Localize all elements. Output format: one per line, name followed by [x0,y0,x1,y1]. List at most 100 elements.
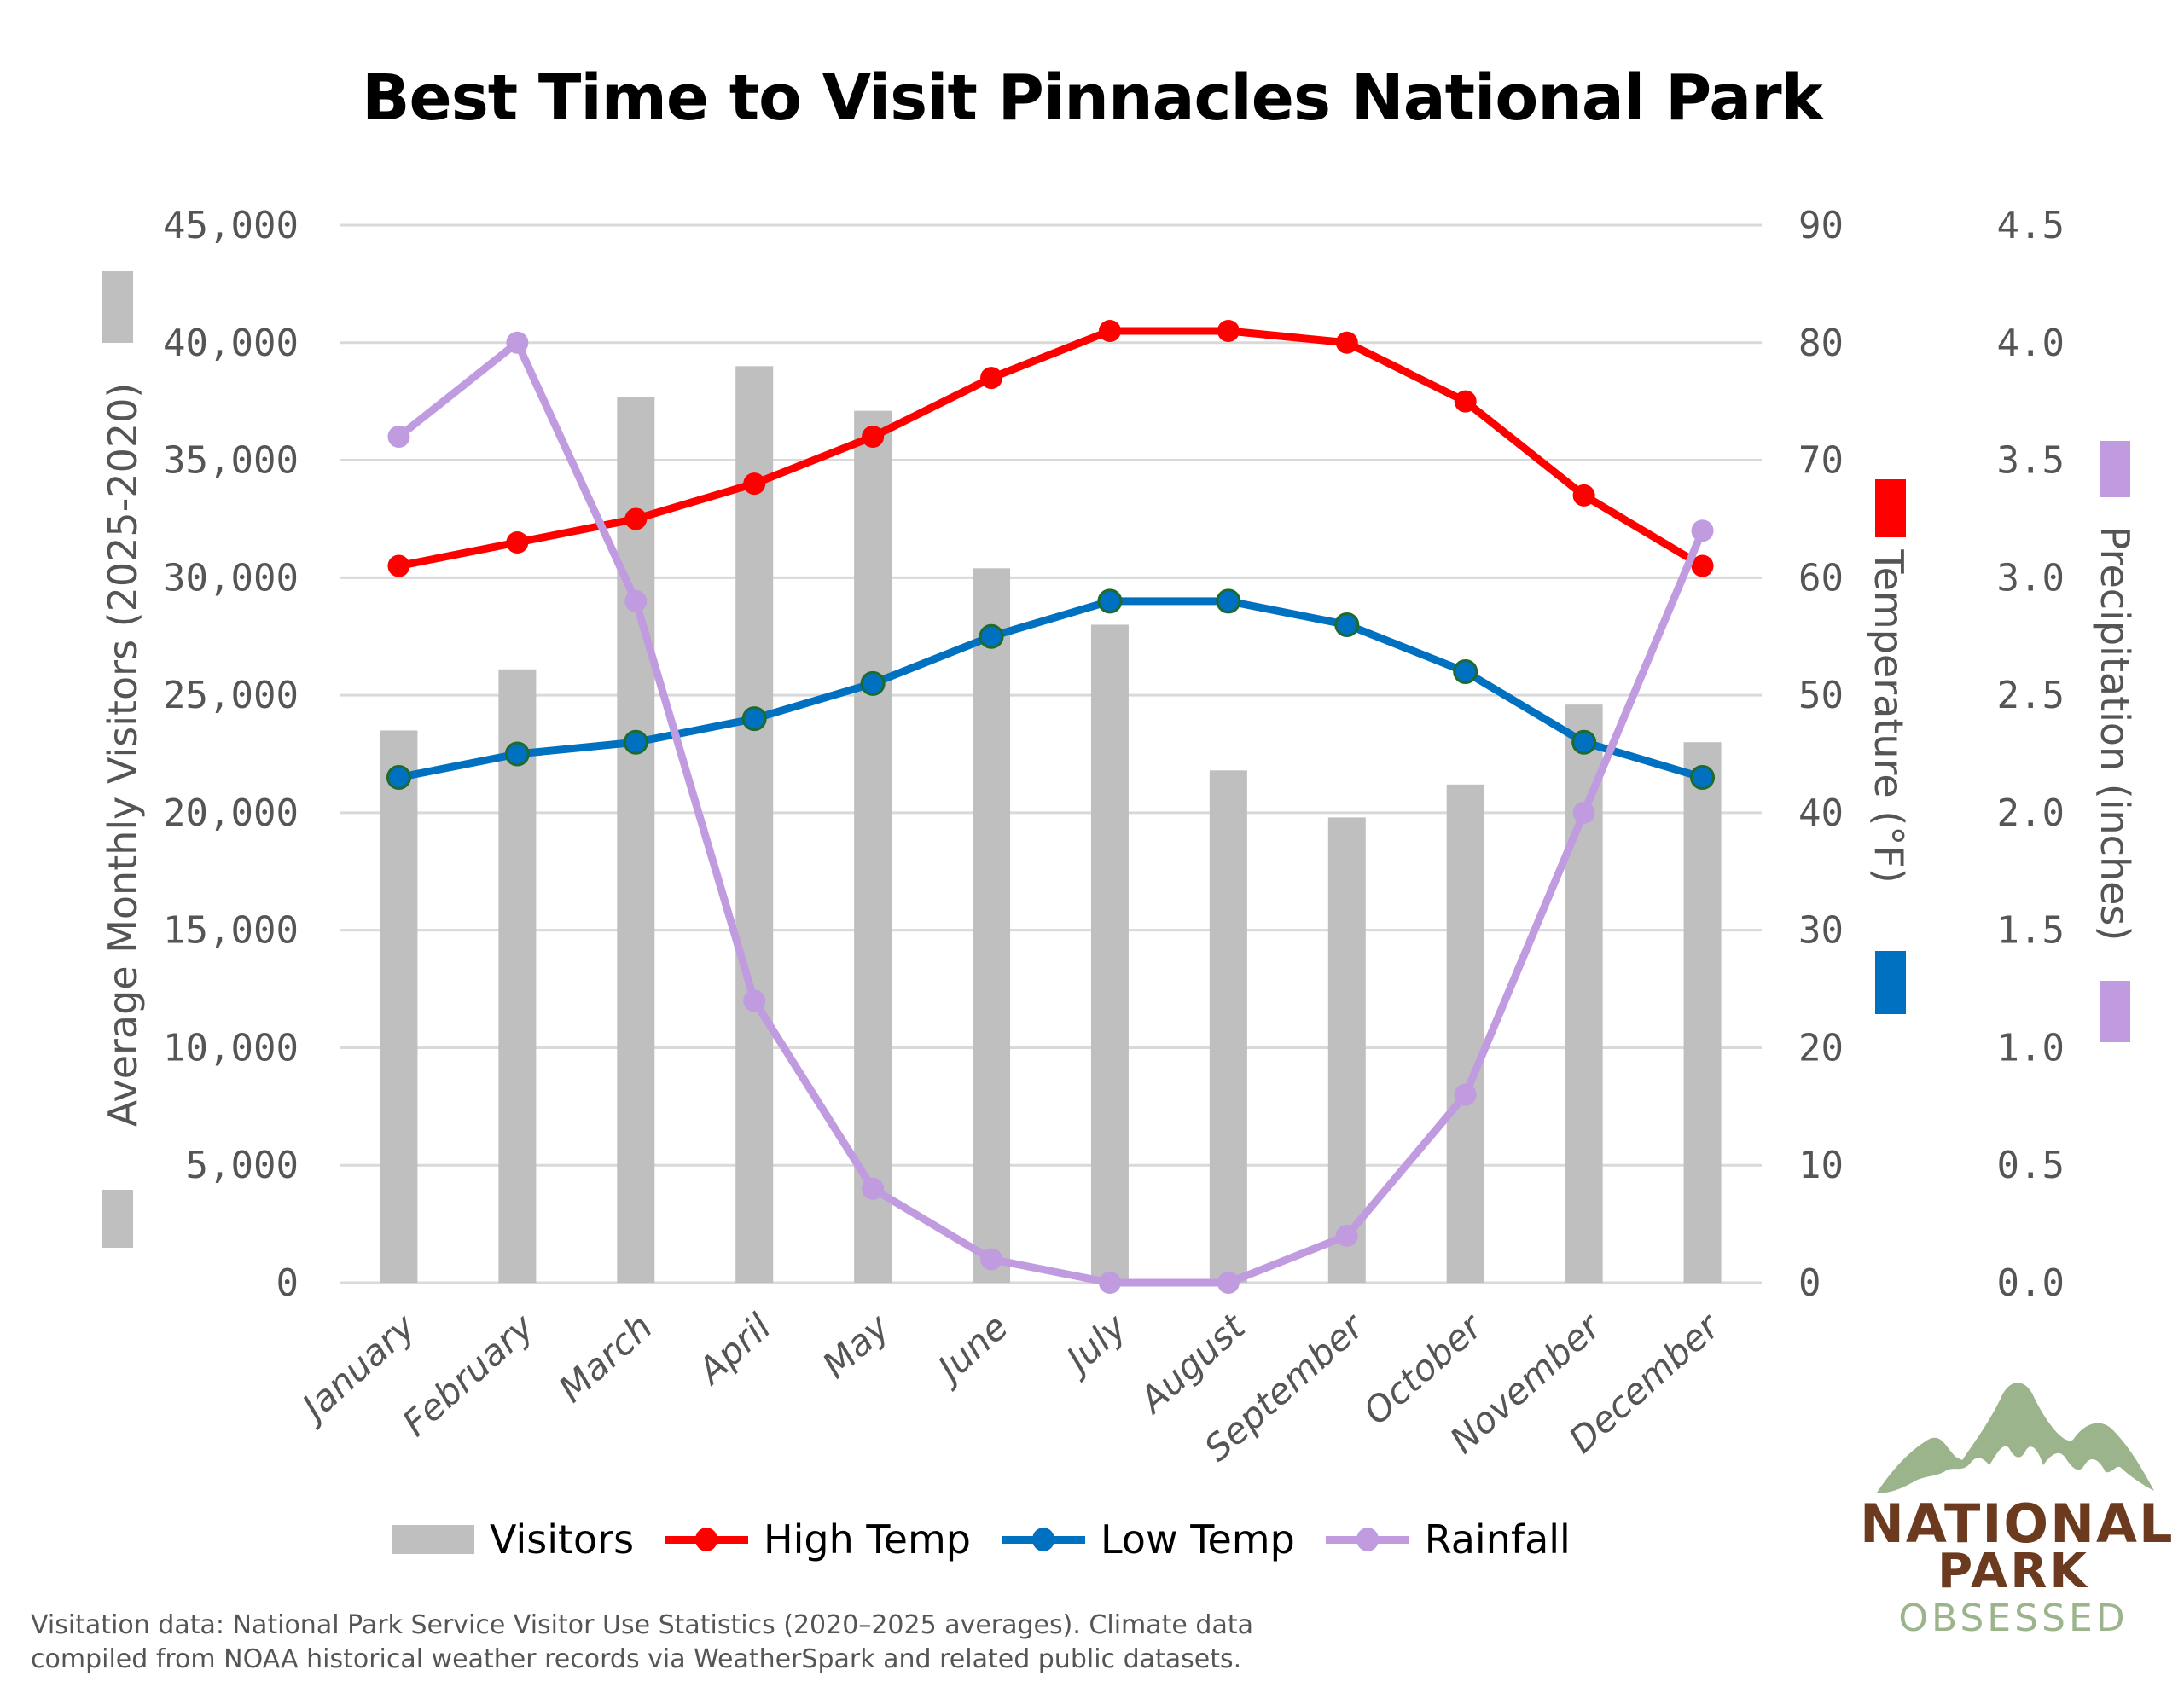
precip-axis-swatch-top [2100,441,2130,497]
legend-label-high-temp: High Temp [764,1516,971,1562]
precip-tick-label: 1.5 [1997,909,2065,953]
visitor-bar [1446,784,1484,1283]
temp-axis-title: Temperature (°F) [1866,548,1912,883]
left-tick-label: 25,000 [163,674,299,717]
data-point-marker [979,623,1004,649]
x-axis-label: May [814,1305,897,1386]
data-point-marker [980,1248,1003,1271]
temp-tick-label: 80 [1798,322,1844,365]
data-point-marker [623,729,648,755]
legend-label-visitors: Visitors [490,1516,635,1562]
data-point-marker [743,989,766,1012]
data-point-marker [1572,484,1595,507]
legend-label-low-temp: Low Temp [1100,1516,1295,1562]
data-point-marker [386,765,411,791]
left-axis-ticks: 0 5,000 10,000 15,000 20,000 25,000 30,000 35,0… [163,204,299,1305]
left-axis-title: Average Monthly Visitors (2025-2020) [100,383,146,1128]
temp-tick-label: 0 [1798,1261,1821,1305]
data-point-marker [862,426,885,448]
precip-tick-label: 2.0 [1997,791,2065,835]
data-point-marker [1334,612,1360,637]
legend-label-rainfall: Rainfall [1424,1516,1571,1562]
data-point-marker [1454,1083,1477,1106]
data-point-marker [1691,554,1714,577]
data-point-marker [1098,1272,1121,1294]
x-axis-label: July [1054,1305,1136,1383]
gridlines [340,223,1762,1284]
data-point-marker [1098,320,1121,342]
data-point-marker [741,706,767,732]
data-point-marker [1217,1272,1240,1294]
temp-axis-swatch-high [1875,479,1906,537]
left-axis-swatch-bottom [102,1190,133,1248]
precip-axis-swatch-bottom [2100,981,2130,1042]
low-temp-swatch [1001,1522,1085,1557]
x-axis-label: June [926,1306,1016,1393]
data-point-marker [506,531,529,554]
left-tick-label: 20,000 [163,791,299,835]
left-tick-label: 10,000 [163,1026,299,1070]
data-point-marker [387,426,410,448]
left-tick-label: 40,000 [163,322,299,365]
data-point-marker [1454,390,1477,413]
data-point-marker [1690,765,1716,791]
precip-axis-ticks: 0.0 0.5 1.0 1.5 2.0 2.5 3.0 3.5 4.0 4.5 [1997,204,2065,1305]
left-tick-label: 30,000 [163,556,299,600]
temp-tick-label: 60 [1798,556,1844,600]
visitor-bar [498,669,537,1283]
visitor-bar [1327,817,1366,1283]
legend-item-high-temp: High Temp [665,1516,971,1562]
visitor-bar [973,568,1011,1283]
data-point-marker [860,670,886,696]
source-note-line-1: Visitation data: National Park Service V… [31,1610,1253,1640]
temp-tick-label: 90 [1798,204,1844,247]
visitor-bar [1683,742,1722,1283]
data-point-marker [980,367,1003,390]
visitor-bar [735,366,774,1283]
precip-tick-label: 0.5 [1997,1144,2065,1187]
data-point-marker [1571,729,1597,755]
legend-item-low-temp: Low Temp [1001,1516,1295,1562]
data-point-marker [1335,1224,1358,1247]
rainfall-series [387,331,1714,1294]
precip-tick-label: 0.0 [1997,1261,2065,1305]
data-point-marker [1335,331,1358,354]
visitors-swatch [392,1525,474,1554]
data-point-marker [504,741,530,767]
visitor-bar [380,730,418,1283]
temp-axis-swatch-low [1875,951,1906,1014]
x-axis-label: April [688,1306,780,1394]
precip-tick-label: 2.5 [1997,674,2065,717]
data-point-marker [1453,659,1478,685]
legend: Visitors High Temp Low Temp Rainfall [392,1516,1601,1562]
logo-park: PARK [1937,1544,2089,1599]
left-tick-label: 15,000 [163,909,299,953]
data-point-marker [624,507,648,530]
left-tick-label: 35,000 [163,439,299,483]
precip-tick-label: 1.0 [1997,1026,2065,1070]
data-point-marker [624,589,648,612]
data-point-marker [1216,588,1241,614]
visitor-bar [1565,704,1603,1283]
precip-tick-label: 4.5 [1997,204,2065,247]
temp-tick-label: 40 [1798,791,1844,835]
data-point-marker [1691,519,1714,542]
x-axis-label: March [550,1306,660,1411]
left-axis-swatch-top [102,271,133,343]
mountain-icon [1877,1383,2154,1493]
visitor-bar [1209,770,1247,1283]
temp-tick-label: 30 [1798,909,1844,953]
temp-tick-label: 10 [1798,1144,1844,1187]
series-lines [386,320,1716,1294]
left-tick-label: 0 [276,1261,299,1305]
precip-tick-label: 3.5 [1997,439,2065,483]
data-point-marker [387,554,410,577]
temp-tick-label: 50 [1798,674,1844,717]
temp-tick-label: 70 [1798,439,1844,483]
visitor-bar [1090,624,1129,1283]
logo-obsessed: OBSESSED [1898,1597,2129,1640]
data-point-marker [1217,320,1240,342]
low-temp-series [386,588,1716,791]
data-point-marker [743,472,766,496]
